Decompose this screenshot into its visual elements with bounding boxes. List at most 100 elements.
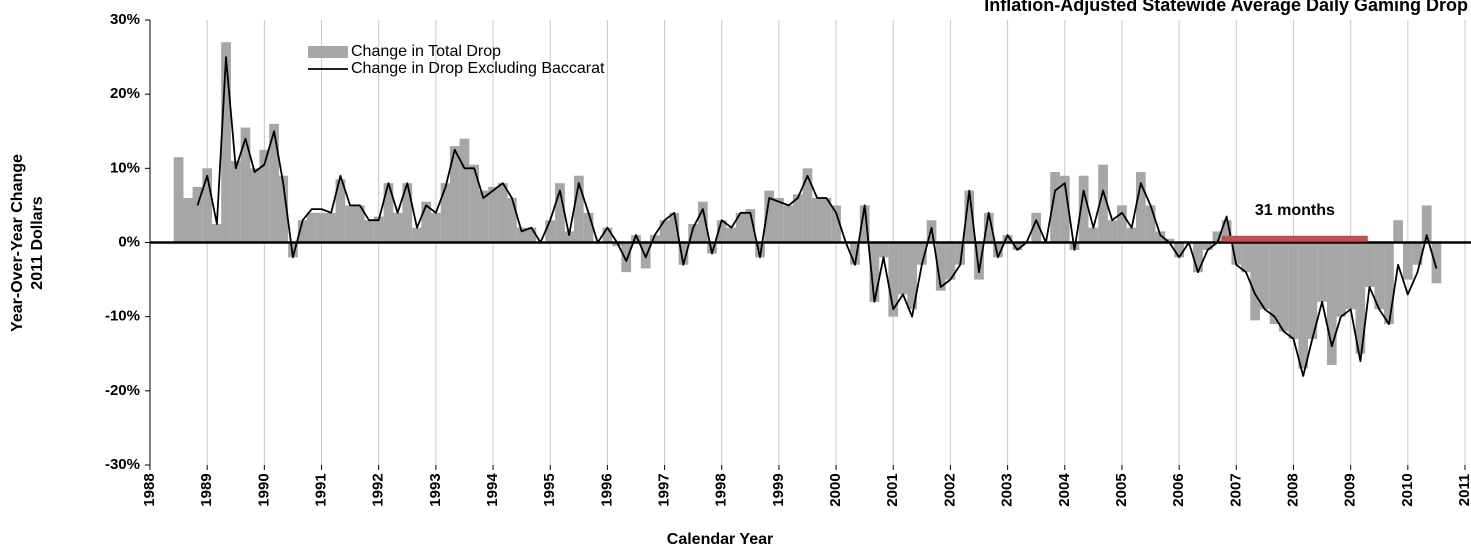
x-axis-label: Calendar Year (667, 531, 773, 548)
bar (1002, 235, 1013, 243)
bar (1307, 242, 1318, 339)
bar (726, 227, 737, 243)
bar (326, 212, 337, 243)
bar (478, 190, 489, 243)
x-tick-label: 1993 (427, 473, 444, 506)
x-tick-label: 1991 (312, 473, 329, 506)
bar (1384, 242, 1394, 325)
y-axis-label: Year-Over-Year Change (9, 154, 26, 332)
bar (354, 205, 365, 243)
bar (469, 164, 480, 243)
bar (935, 242, 946, 291)
bar (735, 212, 746, 243)
bar (669, 212, 680, 243)
bar (964, 190, 975, 243)
bar (821, 198, 832, 243)
bar (1231, 242, 1242, 265)
bar (345, 205, 355, 243)
bar (716, 220, 727, 243)
x-tick-label: 1988 (141, 473, 158, 506)
bar (631, 235, 641, 243)
y-tick-label: 0% (118, 233, 140, 250)
bar (383, 183, 394, 243)
bar (459, 138, 470, 243)
y-tick-label: -20% (105, 382, 140, 399)
bar (507, 198, 517, 243)
bar (869, 242, 880, 302)
legend-swatch (308, 46, 348, 58)
bar (983, 212, 994, 243)
bar (764, 190, 775, 243)
bar (1421, 205, 1432, 243)
bar (564, 231, 574, 243)
bar (1241, 242, 1251, 273)
bar (1107, 220, 1118, 243)
bar (297, 220, 308, 243)
bar (497, 183, 508, 243)
bar (974, 242, 984, 280)
bar (1278, 242, 1289, 332)
bar (449, 146, 460, 243)
annotation-label: 31 months (1255, 202, 1335, 219)
bar (259, 149, 270, 243)
bar (240, 127, 251, 243)
bar (278, 175, 289, 243)
bar (1364, 242, 1375, 287)
y-tick-label: 20% (110, 85, 140, 102)
bar (1269, 242, 1280, 325)
x-tick-label: 2010 (1399, 473, 1416, 506)
chart-title: Inflation-Adjusted Statewide Average Dai… (984, 0, 1468, 15)
bar (1374, 242, 1385, 310)
bar (792, 194, 803, 243)
x-tick-label: 2002 (941, 473, 958, 506)
bar (212, 223, 222, 243)
bar (1135, 172, 1146, 243)
x-tick-label: 1990 (255, 473, 272, 506)
bar (698, 201, 708, 243)
x-tick-label: 1998 (713, 473, 730, 506)
bar (1202, 242, 1213, 250)
bar (573, 175, 584, 243)
bar (850, 242, 860, 265)
bar (335, 179, 346, 243)
bar (526, 227, 537, 243)
bar (1145, 205, 1156, 243)
bar (1326, 242, 1337, 365)
bar (316, 212, 327, 243)
bar (1193, 242, 1203, 273)
bar (421, 201, 432, 243)
bar (621, 242, 632, 273)
bar (1012, 242, 1023, 250)
bar (955, 242, 966, 265)
bar (774, 198, 784, 243)
x-tick-label: 2011 (1456, 474, 1471, 507)
bar (1117, 205, 1127, 243)
bar (1126, 227, 1137, 243)
bar (230, 160, 241, 243)
x-tick-label: 1996 (598, 473, 615, 506)
bar (488, 186, 498, 243)
x-tick-label: 2008 (1284, 473, 1301, 506)
bar (221, 42, 231, 243)
bar (659, 220, 670, 243)
y-tick-label: -10% (105, 308, 140, 325)
y-tick-label: 10% (110, 159, 140, 176)
bar (1212, 231, 1223, 243)
bar (431, 212, 441, 243)
bar (1059, 175, 1070, 243)
bar (249, 168, 260, 243)
bar (364, 220, 374, 243)
bar (1088, 227, 1099, 243)
y-tick-label: -30% (105, 456, 140, 473)
x-tick-label: 2005 (1113, 473, 1130, 506)
x-tick-label: 2000 (827, 473, 844, 506)
bar (783, 205, 794, 243)
bar (707, 242, 717, 254)
bar (183, 198, 194, 243)
bar (392, 212, 403, 243)
bar (269, 123, 279, 243)
bar (1050, 172, 1060, 243)
x-tick-label: 1989 (198, 473, 215, 506)
bar (1174, 242, 1184, 258)
